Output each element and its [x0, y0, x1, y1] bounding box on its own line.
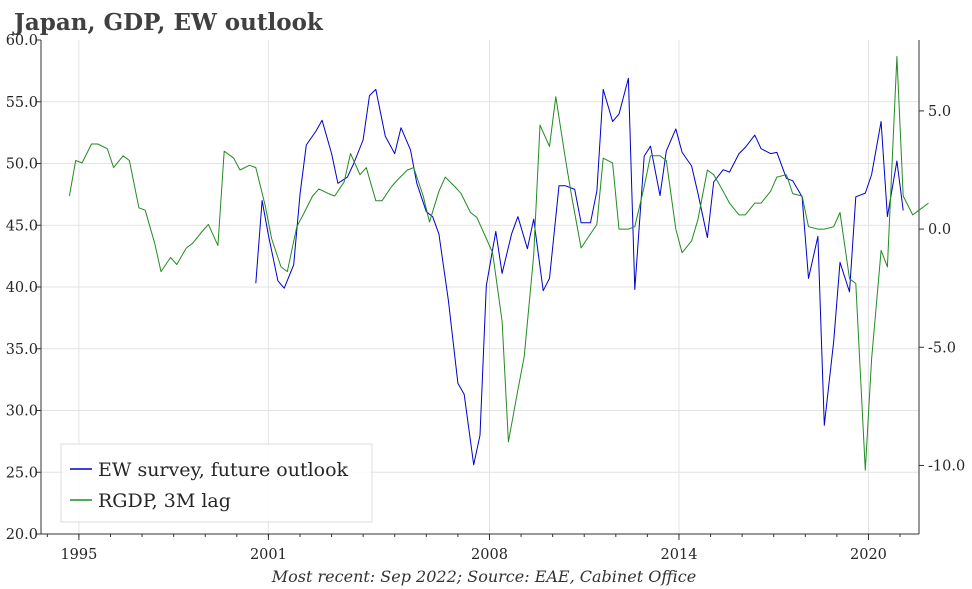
legend-box: [60, 443, 373, 523]
left-tick-label: 40.0: [6, 280, 38, 296]
series-line-0: [255, 77, 904, 466]
left-tick-label: 20.0: [6, 527, 38, 543]
left-tick-label: 50.0: [6, 157, 38, 173]
left-tick-label: 60.0: [6, 33, 38, 49]
x-tick-label: 1995: [60, 547, 97, 563]
left-tick-label: 55.0: [6, 95, 38, 111]
source-note: Most recent: Sep 2022; Source: EAE, Cabi…: [271, 567, 696, 586]
right-tick-label: -5.0: [928, 340, 956, 356]
x-tick-label: 2008: [471, 547, 508, 563]
right-tick-labels: -10.0 -5.0 0.0 5.0: [919, 104, 965, 474]
left-tick-label: 35.0: [6, 342, 38, 358]
x-tick-label: 2001: [250, 547, 287, 563]
legend-label-ew-survey: EW survey, future outlook: [98, 459, 349, 481]
series-lines: [68, 56, 929, 471]
left-tick-labels: 20.0 25.0 30.0 35.0 40.0 45.0 50.0 55.0 60.0: [6, 33, 41, 543]
left-tick-label: 30.0: [6, 404, 38, 420]
legend-label-rgdp: RGDP, 3M lag: [98, 490, 231, 512]
legend: EW survey, future outlook RGDP, 3M lag: [60, 443, 373, 523]
left-tick-label: 45.0: [6, 218, 38, 234]
right-tick-label: 0.0: [928, 222, 951, 238]
right-tick-label: -10.0: [928, 458, 965, 474]
right-tick-label: 5.0: [928, 104, 951, 120]
x-tick-labels: 1995 2001 2008 2014 2020: [46, 534, 901, 563]
series-line-1: [68, 56, 929, 471]
chart-title: Japan, GDP, EW outlook: [12, 9, 324, 36]
x-tick-label: 2014: [661, 547, 698, 563]
left-tick-label: 25.0: [6, 465, 38, 481]
x-tick-label: 2020: [850, 547, 887, 563]
